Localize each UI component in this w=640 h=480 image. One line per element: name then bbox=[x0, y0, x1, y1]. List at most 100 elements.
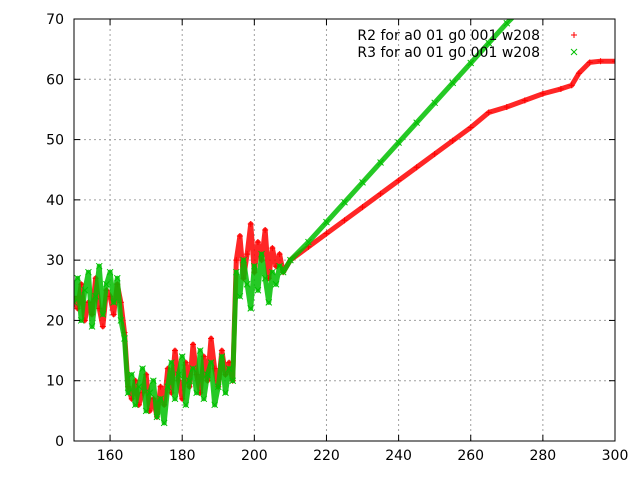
data-point bbox=[485, 39, 493, 47]
data-point bbox=[85, 268, 92, 276]
data-point bbox=[597, 58, 604, 65]
data-point bbox=[449, 137, 456, 144]
data-point bbox=[467, 59, 475, 67]
data-point bbox=[139, 365, 146, 373]
data-point bbox=[262, 227, 269, 233]
y-tick-label: 60 bbox=[46, 72, 64, 88]
data-point bbox=[431, 99, 439, 107]
data-point bbox=[575, 70, 582, 77]
data-point bbox=[359, 204, 366, 211]
data-point bbox=[121, 335, 128, 342]
data-point bbox=[232, 268, 240, 276]
data-point bbox=[467, 124, 474, 131]
data-point bbox=[178, 353, 186, 360]
data-point bbox=[557, 85, 564, 92]
data-point bbox=[207, 359, 215, 366]
data-point bbox=[377, 159, 384, 166]
data-point bbox=[612, 58, 615, 65]
data-point bbox=[413, 164, 420, 171]
data-point bbox=[168, 359, 175, 366]
y-tick-label: 70 bbox=[46, 12, 64, 28]
y-tick-label: 30 bbox=[46, 253, 64, 269]
axes: 160 180 200 220 240 260 280 300 0 10 20 30 40 50 60 70 bbox=[46, 12, 628, 464]
data-point bbox=[81, 286, 89, 294]
data-point bbox=[218, 347, 225, 354]
data-point bbox=[395, 177, 402, 184]
x-tick-label: 200 bbox=[241, 448, 268, 464]
data-point bbox=[485, 109, 492, 116]
data-point bbox=[503, 104, 510, 111]
data-point bbox=[149, 377, 157, 385]
data-point bbox=[586, 59, 593, 66]
data-point bbox=[106, 268, 114, 276]
data-point bbox=[153, 413, 161, 421]
data-point bbox=[236, 292, 244, 300]
data-point bbox=[225, 365, 233, 373]
data-point bbox=[254, 239, 261, 246]
data-point bbox=[243, 280, 251, 288]
plot-frame bbox=[73, 18, 616, 442]
data-point bbox=[110, 311, 117, 318]
x-tick-label: 260 bbox=[457, 448, 484, 464]
data-point bbox=[359, 179, 366, 186]
legend-label: R2 for a0 01 g0 001 w208 bbox=[357, 28, 540, 44]
y-tick-label: 50 bbox=[46, 133, 64, 149]
data-point bbox=[186, 377, 193, 385]
data-point bbox=[341, 198, 348, 206]
data-point bbox=[157, 395, 164, 403]
grid bbox=[74, 19, 615, 441]
data-point bbox=[196, 347, 204, 354]
data-point bbox=[135, 383, 143, 391]
data-point bbox=[305, 238, 312, 246]
data-point bbox=[218, 353, 226, 360]
data-point bbox=[272, 280, 280, 288]
data-point bbox=[276, 262, 283, 270]
data-point bbox=[222, 389, 229, 397]
data-point bbox=[200, 395, 208, 403]
data-point bbox=[117, 317, 125, 324]
data-point bbox=[261, 274, 269, 282]
y-tick-label: 0 bbox=[55, 434, 64, 450]
data-point bbox=[204, 371, 211, 379]
series-band bbox=[74, 19, 515, 426]
data-point bbox=[250, 262, 258, 270]
data-point bbox=[171, 347, 178, 354]
data-point bbox=[131, 401, 139, 409]
x-tick-label: 180 bbox=[169, 448, 196, 464]
data-point bbox=[236, 233, 243, 240]
data-point bbox=[157, 383, 164, 390]
data-point bbox=[74, 274, 81, 282]
data-point bbox=[258, 250, 265, 258]
data-point bbox=[175, 371, 182, 379]
series-layer bbox=[74, 19, 615, 427]
data-point bbox=[211, 401, 219, 409]
series-band bbox=[74, 58, 615, 420]
data-point bbox=[413, 119, 420, 127]
data-point bbox=[377, 190, 384, 197]
data-point bbox=[521, 97, 528, 104]
data-point bbox=[254, 286, 262, 294]
data-point bbox=[128, 371, 136, 379]
legend-marker bbox=[570, 48, 578, 56]
data-point bbox=[244, 251, 251, 258]
data-point bbox=[279, 268, 287, 276]
data-point bbox=[214, 383, 222, 391]
data-point bbox=[193, 389, 200, 397]
series-3 bbox=[74, 19, 517, 427]
data-point bbox=[164, 383, 172, 391]
data-point bbox=[229, 377, 237, 385]
y-tick-label: 10 bbox=[46, 374, 64, 390]
data-point bbox=[247, 305, 255, 312]
x-tick-label: 300 bbox=[602, 448, 629, 464]
data-point bbox=[276, 251, 283, 258]
data-point bbox=[95, 262, 103, 270]
data-point bbox=[323, 230, 330, 237]
data-point bbox=[449, 79, 457, 87]
data-point bbox=[74, 298, 78, 306]
data-point bbox=[88, 323, 96, 330]
data-point bbox=[171, 395, 179, 403]
data-point bbox=[110, 298, 118, 306]
data-point bbox=[511, 19, 517, 20]
